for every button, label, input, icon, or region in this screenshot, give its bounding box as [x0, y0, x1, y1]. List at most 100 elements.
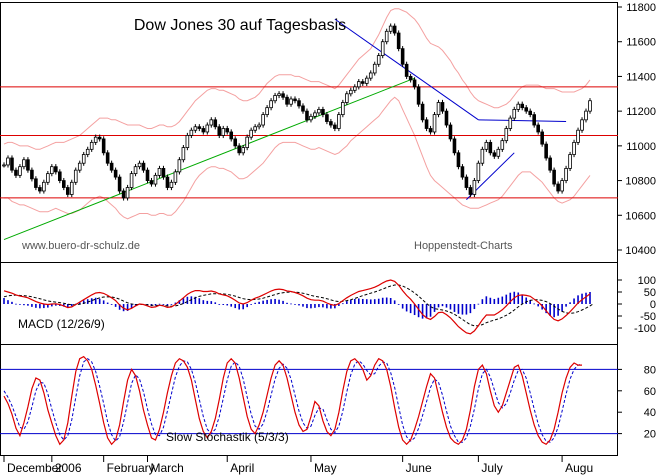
price-bar	[333, 122, 337, 132]
price-bar-body	[500, 140, 505, 150]
price-bar-body	[201, 128, 206, 133]
macd-hist-bar	[278, 299, 280, 304]
price-bar-body	[368, 72, 373, 79]
price-bar	[580, 117, 584, 133]
price-bar	[173, 169, 178, 185]
price-bar	[524, 105, 529, 114]
price-bar	[464, 174, 469, 191]
macd-hist-bar	[361, 298, 364, 304]
macd-hist-bar	[242, 304, 244, 310]
price-bar-body	[181, 147, 186, 161]
price-bar-body	[125, 187, 130, 199]
price-bar-body	[496, 148, 501, 157]
price-bar-body	[396, 32, 401, 50]
macd-hist-bar	[286, 302, 288, 304]
price-bar	[488, 139, 493, 156]
macd-hist-bar	[130, 304, 133, 309]
macd-hist-bar	[186, 296, 189, 304]
macd-lines	[3, 279, 595, 335]
price-bar-body	[388, 25, 393, 32]
bollinger-bands	[3, 8, 591, 220]
price-bar-body	[245, 136, 249, 148]
price-bar-body	[504, 128, 509, 142]
watermark-right: Hoppenstedt-Charts	[414, 240, 513, 252]
x-tick-label: March	[151, 461, 184, 475]
price-bar	[448, 122, 453, 142]
x-tick-label: February	[107, 461, 155, 475]
macd-hist-bar	[437, 304, 440, 308]
macd-hist-bar	[222, 304, 225, 305]
macd-hist-bar	[274, 298, 276, 304]
price-panel: Dow Jones 30 auf Tagesbasis www.buero-dr…	[0, 2, 656, 257]
price-bar-body	[209, 119, 214, 126]
price-bar-body	[229, 131, 234, 140]
price-bar-body	[428, 128, 433, 133]
macd-hist-bar	[266, 299, 268, 304]
price-bar	[572, 139, 576, 158]
price-bar	[297, 98, 301, 109]
stochastic-d-line	[3, 358, 583, 443]
macd-hist-bar	[338, 304, 340, 306]
price-bar	[364, 75, 369, 86]
price-bar	[325, 112, 329, 125]
macd-hist-bar	[246, 304, 248, 308]
price-y-tick-label: 11800	[626, 2, 656, 14]
price-bar-body	[452, 138, 457, 154]
price-bar-body	[241, 147, 245, 154]
price-bar-body	[217, 126, 222, 136]
price-bar	[181, 144, 186, 163]
price-bar	[233, 136, 238, 149]
price-bar	[225, 125, 230, 135]
x-tick-label: April	[230, 461, 254, 475]
x-tick-label: Augu	[565, 461, 593, 475]
price-bar	[568, 151, 572, 172]
price-y-tick-label: 11200	[626, 106, 656, 118]
macd-hist-bar	[51, 304, 53, 307]
price-bar	[62, 177, 66, 191]
x-tick-label: 2006	[55, 461, 82, 475]
macd-signal-line	[3, 284, 595, 327]
price-bar-body	[440, 102, 445, 112]
stochastic-reference-lines	[0, 368, 618, 435]
price-bar-body	[524, 107, 529, 112]
price-bar	[273, 92, 277, 104]
macd-hist-bar	[162, 304, 165, 305]
price-bar-body	[536, 124, 540, 133]
price-bar-body	[341, 102, 345, 116]
macd-hist-bar	[198, 298, 201, 304]
price-bar-body	[193, 126, 198, 131]
price-bar-body	[69, 181, 74, 195]
price-bar-body	[6, 157, 10, 166]
price-bar	[85, 146, 90, 158]
price-bar-body	[564, 168, 568, 181]
price-bar-body	[109, 162, 114, 171]
price-bar-body	[456, 152, 461, 168]
price-bar-body	[81, 154, 86, 164]
macd-hist-bar	[258, 301, 260, 304]
price-bar	[253, 124, 257, 133]
macd-hist-bar	[326, 304, 328, 309]
price-bar	[149, 177, 154, 187]
price-bar-body	[408, 76, 413, 81]
price-bar	[269, 98, 273, 111]
macd-hist-bar	[357, 298, 360, 304]
price-bar-body	[141, 162, 146, 171]
price-bar-body	[237, 145, 241, 154]
price-bar	[492, 150, 497, 159]
price-bar	[26, 157, 30, 173]
price-bar-body	[65, 187, 70, 195]
price-bar	[520, 101, 525, 111]
macd-hist-bar	[553, 304, 555, 318]
macd-hist-bar	[102, 300, 105, 304]
price-bar-body	[42, 181, 46, 192]
macd-hist-bar	[218, 304, 221, 305]
price-bar	[456, 150, 461, 170]
price-bar-body	[105, 152, 110, 164]
macd-hist-bar	[577, 295, 579, 304]
macd-hist-bar	[27, 304, 29, 306]
price-bar-body	[58, 171, 62, 181]
price-bar	[221, 125, 226, 139]
price-bar	[277, 91, 281, 99]
macd-hist-bar	[473, 304, 476, 310]
macd-hist-bar	[31, 304, 33, 307]
